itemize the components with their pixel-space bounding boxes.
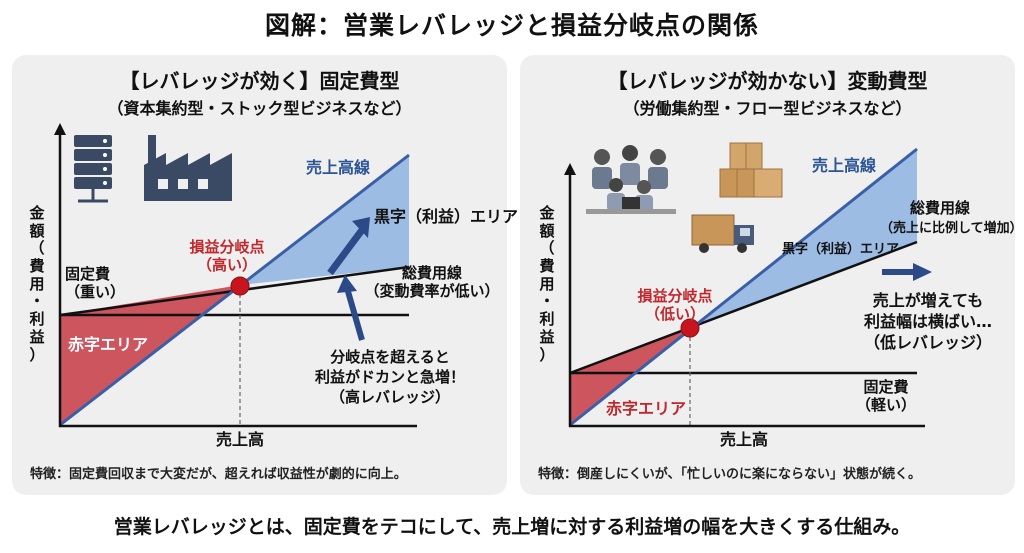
office-workers-icon <box>586 145 676 214</box>
profit-surge-arrowhead <box>352 217 370 238</box>
callout-arrow <box>344 287 365 341</box>
total-cost-label: 総費用線 （売上に比例して増加） <box>880 199 1023 236</box>
footer-summary: 営業レバレッジとは、固定費をテコにして、売上増に対する利益増の幅を大きくする仕組… <box>113 516 911 538</box>
y-axis-label: 金額（費用・利益） <box>29 204 45 364</box>
flat-profit-arrowhead <box>913 263 932 281</box>
truck-icon <box>691 214 754 253</box>
sales-line <box>569 147 918 427</box>
leverage-callout: 売上が増えても 利益幅は横ばい… （低レバレッジ） <box>863 291 992 352</box>
x-axis-label: 売上高 <box>719 430 768 449</box>
break-even-dot <box>680 318 700 338</box>
break-even-label: 損益分岐点 （低い） <box>637 287 713 323</box>
fixed-cost-label: 固定費 （重い） <box>65 265 126 301</box>
fixed-cost-label: 固定費 （軽い） <box>855 378 916 414</box>
variable-cost-chart <box>564 142 932 428</box>
break-even-label: 損益分岐点 （高い） <box>189 238 265 274</box>
break-even-dot <box>230 276 250 296</box>
sales-line-label: 売上高線 <box>306 158 371 177</box>
loss-area-label: 赤字エリア <box>606 399 687 418</box>
profit-area-label: 黒字（利益）エリア <box>374 207 519 226</box>
panel-subtitle: （労働集約型・フロー型ビジネスなど） <box>623 99 912 118</box>
y-axis-label: 金額（費用・利益） <box>539 204 555 364</box>
x-axis-label: 売上高 <box>215 430 264 449</box>
sales-line-label: 売上高線 <box>812 156 877 175</box>
factory-icon <box>144 135 232 201</box>
variable-cost-panel: 【レバレッジが効かない】変動費型 （労働集約型・フロー型ビジネスなど） <box>520 55 1023 495</box>
panel-subtitle: （資本集約型・ストック型ビジネスなど） <box>107 99 412 118</box>
fixed-cost-chart <box>54 123 417 428</box>
panel-title: 【レバレッジが効かない】変動費型 <box>607 69 928 93</box>
profit-surge-arrow <box>327 227 365 276</box>
callout-arrowhead <box>337 275 357 293</box>
leverage-callout: 分岐点を超えると 利益がドカンと急増！ （高レバレッジ） <box>314 348 465 406</box>
panel-title: 【レバレッジが効く】固定費型 <box>119 69 400 93</box>
total-cost-line <box>569 240 918 375</box>
y-axis-arrow <box>564 163 576 175</box>
boxes-icon <box>719 142 783 198</box>
feature-note: 特徴：倒産しにくいが、「忙しいのに楽にならない」状態が続く。 <box>538 467 921 482</box>
total-cost-label: 総費用線 （変動費率が低い） <box>364 264 500 300</box>
fixed-cost-panel: 【レバレッジが効く】固定費型 （資本集約型・ストック型ビジネスなど） <box>12 55 519 495</box>
y-axis-arrow <box>54 123 66 135</box>
feature-note: 特徴：固定費回収まで大変だが、超えれば収益性が劇的に向上。 <box>30 467 407 482</box>
profit-area-label: 黒字（利益）エリア <box>782 242 900 257</box>
page-title: 図解：営業レバレッジと損益分岐点の関係 <box>264 11 759 40</box>
loss-area-label: 赤字エリア <box>68 335 149 354</box>
server-icon <box>74 135 112 203</box>
